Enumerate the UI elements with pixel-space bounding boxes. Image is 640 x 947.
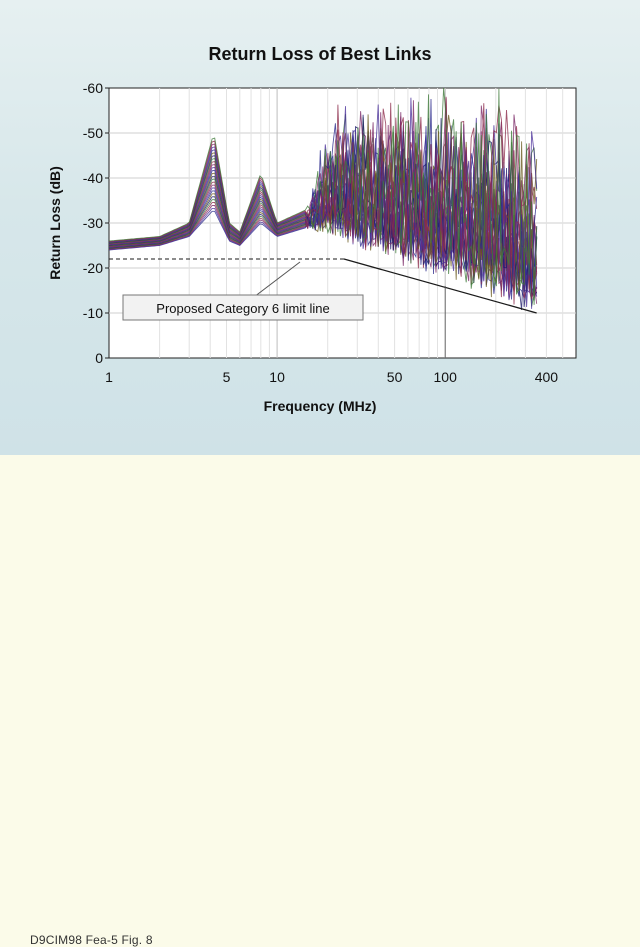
- y-axis-label: Return Loss (dB): [47, 166, 63, 280]
- chart-title: Return Loss of Best Links: [208, 44, 431, 64]
- limit-line-slope: [343, 258, 537, 314]
- annotation-leader-line: [249, 261, 301, 301]
- y-tick-label: -50: [83, 125, 103, 141]
- x-tick-labels: 1 5 10 50 100 400: [105, 369, 558, 385]
- x-tick-label: 100: [434, 369, 458, 385]
- footer: D9CIM98 Fea-5 Fig. 8: [0, 455, 640, 947]
- measurement-traces: [108, 87, 538, 311]
- x-tick-label: 50: [387, 369, 403, 385]
- annotation-box: [122, 294, 364, 321]
- x-tick-label: 10: [269, 369, 285, 385]
- y-tick-label: -30: [83, 215, 103, 231]
- x-tick-label: 5: [223, 369, 231, 385]
- x-tick-label: 1: [105, 369, 113, 385]
- y-tick-label: -60: [83, 80, 103, 96]
- chart-svg: Return Loss of Best Links 0 -10 -20 -30 -40 -…: [47, 44, 577, 414]
- annotation-text: Proposed Category 6 limit line: [156, 301, 329, 316]
- measurement-trace: [108, 87, 538, 305]
- x-axis-label: Frequency (MHz): [264, 398, 377, 414]
- limit-line-group: [109, 258, 537, 358]
- figure-caption: D9CIM98 Fea-5 Fig. 8: [30, 933, 153, 947]
- measurement-trace: [108, 98, 538, 295]
- chart-panel: Return Loss of Best Links 0 -10 -20 -30 -40 -…: [0, 0, 640, 455]
- measurement-trace: [108, 98, 538, 299]
- y-tick-labels: 0 -10 -20 -30 -40 -50 -60: [83, 80, 109, 366]
- y-tick-label: -10: [83, 305, 103, 321]
- y-tick-label: -40: [83, 170, 103, 186]
- y-tick-label: -20: [83, 260, 103, 276]
- y-tick-label: 0: [95, 350, 103, 366]
- x-tick-label: 400: [535, 369, 559, 385]
